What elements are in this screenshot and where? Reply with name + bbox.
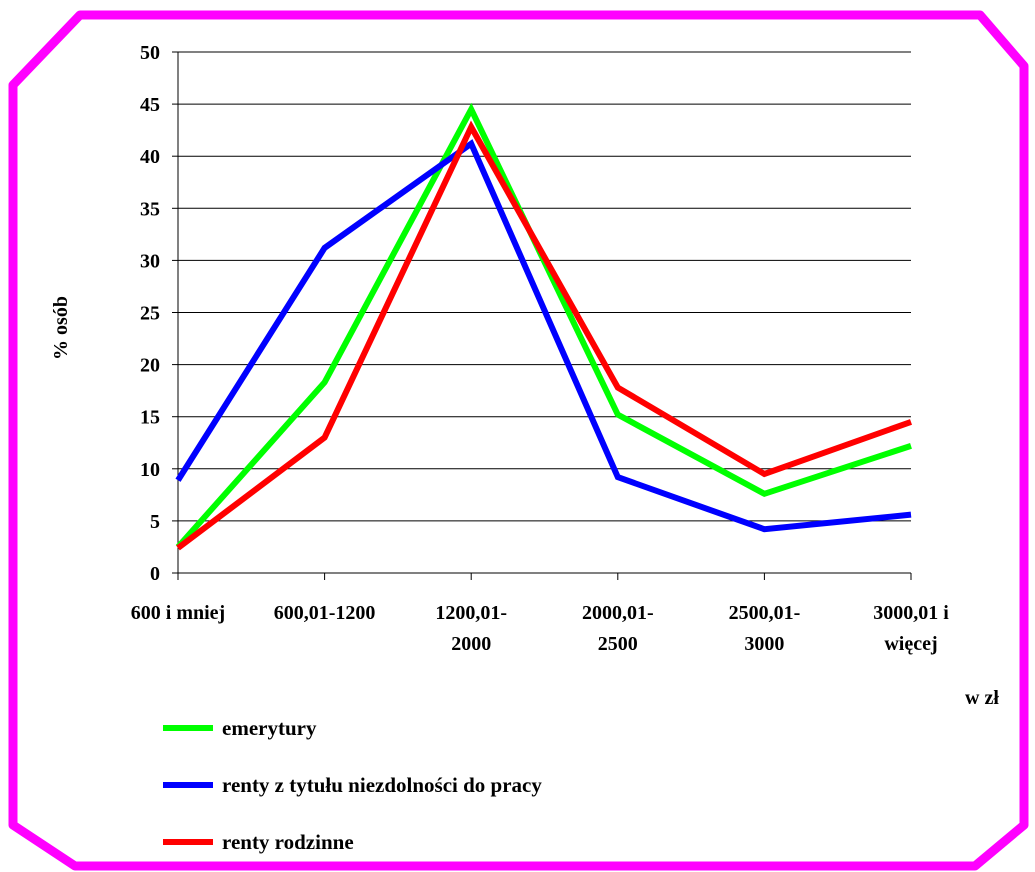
x-tick-label: 2500,01- 3000 [729, 602, 801, 655]
y-tick-label: 0 [150, 563, 160, 585]
x-tick-label-line: 600,01-1200 [274, 602, 376, 624]
legend-label-0: emerytury [222, 716, 317, 740]
y-tick-label: 40 [140, 146, 160, 168]
y-tick-label: 10 [140, 459, 160, 481]
y-tick-label: 30 [140, 250, 160, 272]
x-tick-label: 2000,01- 2500 [582, 602, 654, 655]
x-tick-label-line: więcej [884, 633, 937, 655]
y-tick-label: 5 [150, 511, 160, 533]
x-tick-label: 600 i mniej [131, 602, 225, 624]
legend-label-2: renty rodzinne [222, 830, 354, 854]
y-tick-label: 20 [140, 355, 160, 377]
series-lines [175, 102, 913, 551]
legend: emerytury renty z tytułu niezdolności do … [163, 716, 542, 854]
series-line-2 [176, 120, 913, 551]
chart-border [8, 10, 1029, 871]
y-tick-label: 25 [140, 303, 160, 325]
x-tick-label: 1200,01- 2000 [435, 602, 507, 655]
x-tick-label-line: 1200,01- [435, 602, 507, 624]
y-tick-label: 45 [140, 94, 160, 116]
y-tick-label: 35 [140, 198, 160, 220]
x-tick-label-line: 2000,01- [582, 602, 654, 624]
legend-label-1: renty z tytułu niezdolności do pracy [222, 773, 542, 797]
x-tick-label-line: 600 i mniej [131, 602, 225, 624]
x-axis-title: w zł [965, 687, 999, 709]
x-tick-label-line: 2500,01- [729, 602, 801, 624]
x-tick-labels: 600 i mniej 600,01-1200 1200,01- 2000 2000,0… [131, 602, 949, 655]
y-tick-label: 50 [140, 42, 160, 64]
x-tick-label: 3000,01 i więcej [873, 602, 949, 655]
x-tick-label: 600,01-1200 [274, 602, 376, 624]
x-tick-label-line: 2500 [598, 633, 638, 655]
series-line-1 [175, 139, 912, 533]
y-axis-title: % osób [50, 296, 72, 360]
x-tick-label-line: 3000,01 i [873, 602, 949, 624]
y-tick-label: 15 [140, 407, 160, 429]
axes [177, 52, 912, 580]
x-tick-label-line: 3000 [744, 633, 784, 655]
y-tick-labels: 0 5 10 15 20 25 30 35 40 45 50 [140, 42, 160, 585]
gridlines [172, 51, 911, 574]
x-tick-label-line: 2000 [451, 633, 491, 655]
